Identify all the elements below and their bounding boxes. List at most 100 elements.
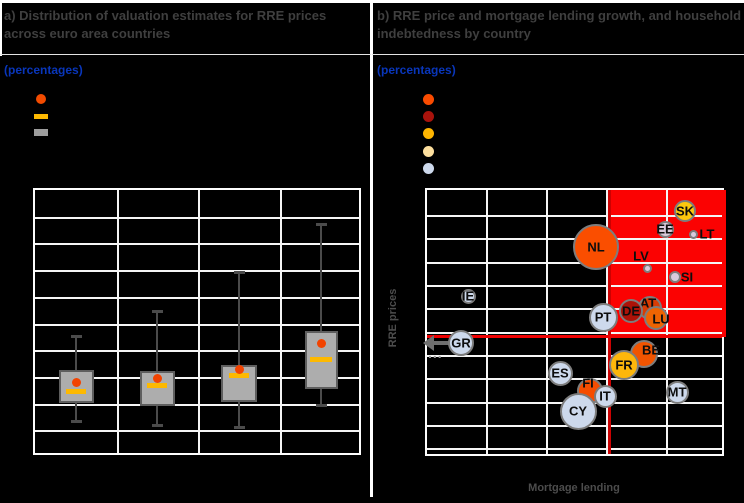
gridline-v	[198, 190, 200, 453]
legend-dot-1-icon	[423, 94, 434, 105]
bubble-SK	[674, 200, 696, 222]
gridline-h	[35, 243, 359, 245]
gridline-h	[427, 308, 722, 310]
bubble-label-IE: IE	[461, 288, 475, 304]
legend-box-range-icon	[34, 129, 48, 136]
bubble-EE	[656, 220, 674, 238]
bubble-label-SI: SI	[680, 269, 694, 285]
whisker-cap-bottom	[315, 404, 327, 407]
bubble-IE	[460, 288, 476, 304]
gridline-h	[35, 324, 359, 326]
bubble-label-CY: CY	[568, 403, 588, 419]
panel-a-subtitle: (percentages)	[4, 63, 83, 77]
legend-dot-2-icon	[423, 111, 434, 122]
median-dash	[147, 383, 167, 388]
bubble-DE	[619, 299, 643, 323]
mean-dot	[316, 338, 326, 348]
bubble-NL	[573, 224, 619, 270]
rre-prices-axis-label: RRE prices	[387, 288, 399, 348]
gridline-h	[35, 297, 359, 299]
gridline-h	[427, 285, 722, 287]
bubble-label-IT: IT	[599, 388, 611, 404]
bubble-MT	[665, 380, 689, 404]
bubble-label-SK: SK	[675, 203, 695, 219]
whisker-cap-bottom	[70, 420, 82, 423]
bubble-PT	[588, 302, 618, 332]
bubble-CY	[559, 392, 597, 430]
bubble-label-NL: NL	[587, 239, 605, 255]
gridline-h	[35, 404, 359, 406]
legend-dot-5-icon	[423, 163, 434, 174]
whisker-cap-top	[151, 310, 163, 313]
bubble-label-LU: LU	[652, 311, 670, 327]
mean-dot	[71, 377, 81, 387]
whisker-cap-bottom	[151, 424, 163, 427]
box-rect	[58, 370, 94, 403]
bubble-LU	[644, 306, 668, 330]
offscale-arrow-left-icon	[423, 335, 434, 351]
boxplot-area	[33, 188, 361, 455]
legend-dot-3-icon	[423, 128, 434, 139]
bubble-label-GR: GR	[451, 335, 471, 351]
bubble-LT	[688, 229, 698, 239]
gridline-h	[35, 430, 359, 432]
gridline-h	[35, 217, 359, 219]
mortgage-lending-axis-label: Mortgage lending	[528, 482, 620, 494]
gridline-v	[280, 190, 282, 453]
mean-dot	[152, 373, 162, 383]
panel-a-title: a) Distribution of valuation estimates f…	[4, 8, 327, 41]
bubble-GR	[448, 330, 474, 356]
whisker-cap-bottom	[233, 426, 245, 429]
bubble-LV	[642, 263, 652, 273]
bubble-label-EE: EE	[656, 221, 674, 237]
panel-divider-line	[370, 0, 373, 497]
mean-dot	[234, 364, 244, 374]
whisker-cap-top	[233, 271, 245, 274]
bubble-label-MT: MT	[667, 384, 687, 400]
bubble-FR	[609, 350, 639, 380]
whisker-cap-top	[70, 335, 82, 338]
median-dash	[229, 373, 249, 378]
left-edge-line	[0, 0, 2, 56]
gridline-h	[427, 332, 722, 334]
bubble-SI	[669, 271, 681, 283]
panel-a-title-rule	[0, 54, 371, 55]
gridline-h	[427, 355, 722, 357]
median-dash	[310, 357, 332, 362]
panel-b-title-rule	[372, 54, 744, 55]
bubble-label-LV: LV	[633, 248, 649, 264]
gridline-v	[546, 190, 548, 454]
red-threshold-hline	[427, 335, 722, 338]
bubble-label-FR: FR	[615, 357, 633, 373]
gridline-h	[427, 215, 722, 217]
gridline-h	[427, 448, 722, 450]
offscale-ellipsis: ...	[428, 345, 443, 361]
bubble-ES	[547, 360, 573, 386]
bubble-IT	[593, 384, 617, 408]
offscale-arrow-shaft	[433, 341, 450, 345]
gridline-h	[427, 378, 722, 380]
bubble-label-LT: LT	[699, 226, 715, 242]
legend-mean-dot-icon	[36, 94, 46, 104]
bubble-label-BE: BE	[641, 342, 661, 358]
panel-b-title: b) RRE price and mortgage lending growth…	[377, 8, 742, 41]
median-dash	[66, 389, 86, 394]
legend-dot-4-icon	[423, 146, 434, 157]
gridline-v	[486, 190, 488, 454]
gridline-h	[35, 270, 359, 272]
whisker-line	[238, 271, 240, 428]
whisker-line	[320, 223, 322, 406]
bubble-label-PT: PT	[594, 309, 612, 325]
panel-b-subtitle: (percentages)	[377, 63, 456, 77]
bubble-label-DE: DE	[621, 303, 641, 319]
gridline-h	[35, 377, 359, 379]
whisker-cap-top	[315, 223, 327, 226]
gridline-h	[35, 350, 359, 352]
bubble-label-ES: ES	[551, 365, 569, 381]
gridline-h	[427, 262, 722, 264]
gridline-v	[117, 190, 119, 453]
legend-median-dash-icon	[34, 114, 48, 119]
whisker-line	[156, 310, 158, 426]
bubble-chart-area: ... NL SK EE LT LV SI IE AT LU DE PT GR BE FR ES FI CY IT M…	[423, 188, 726, 456]
